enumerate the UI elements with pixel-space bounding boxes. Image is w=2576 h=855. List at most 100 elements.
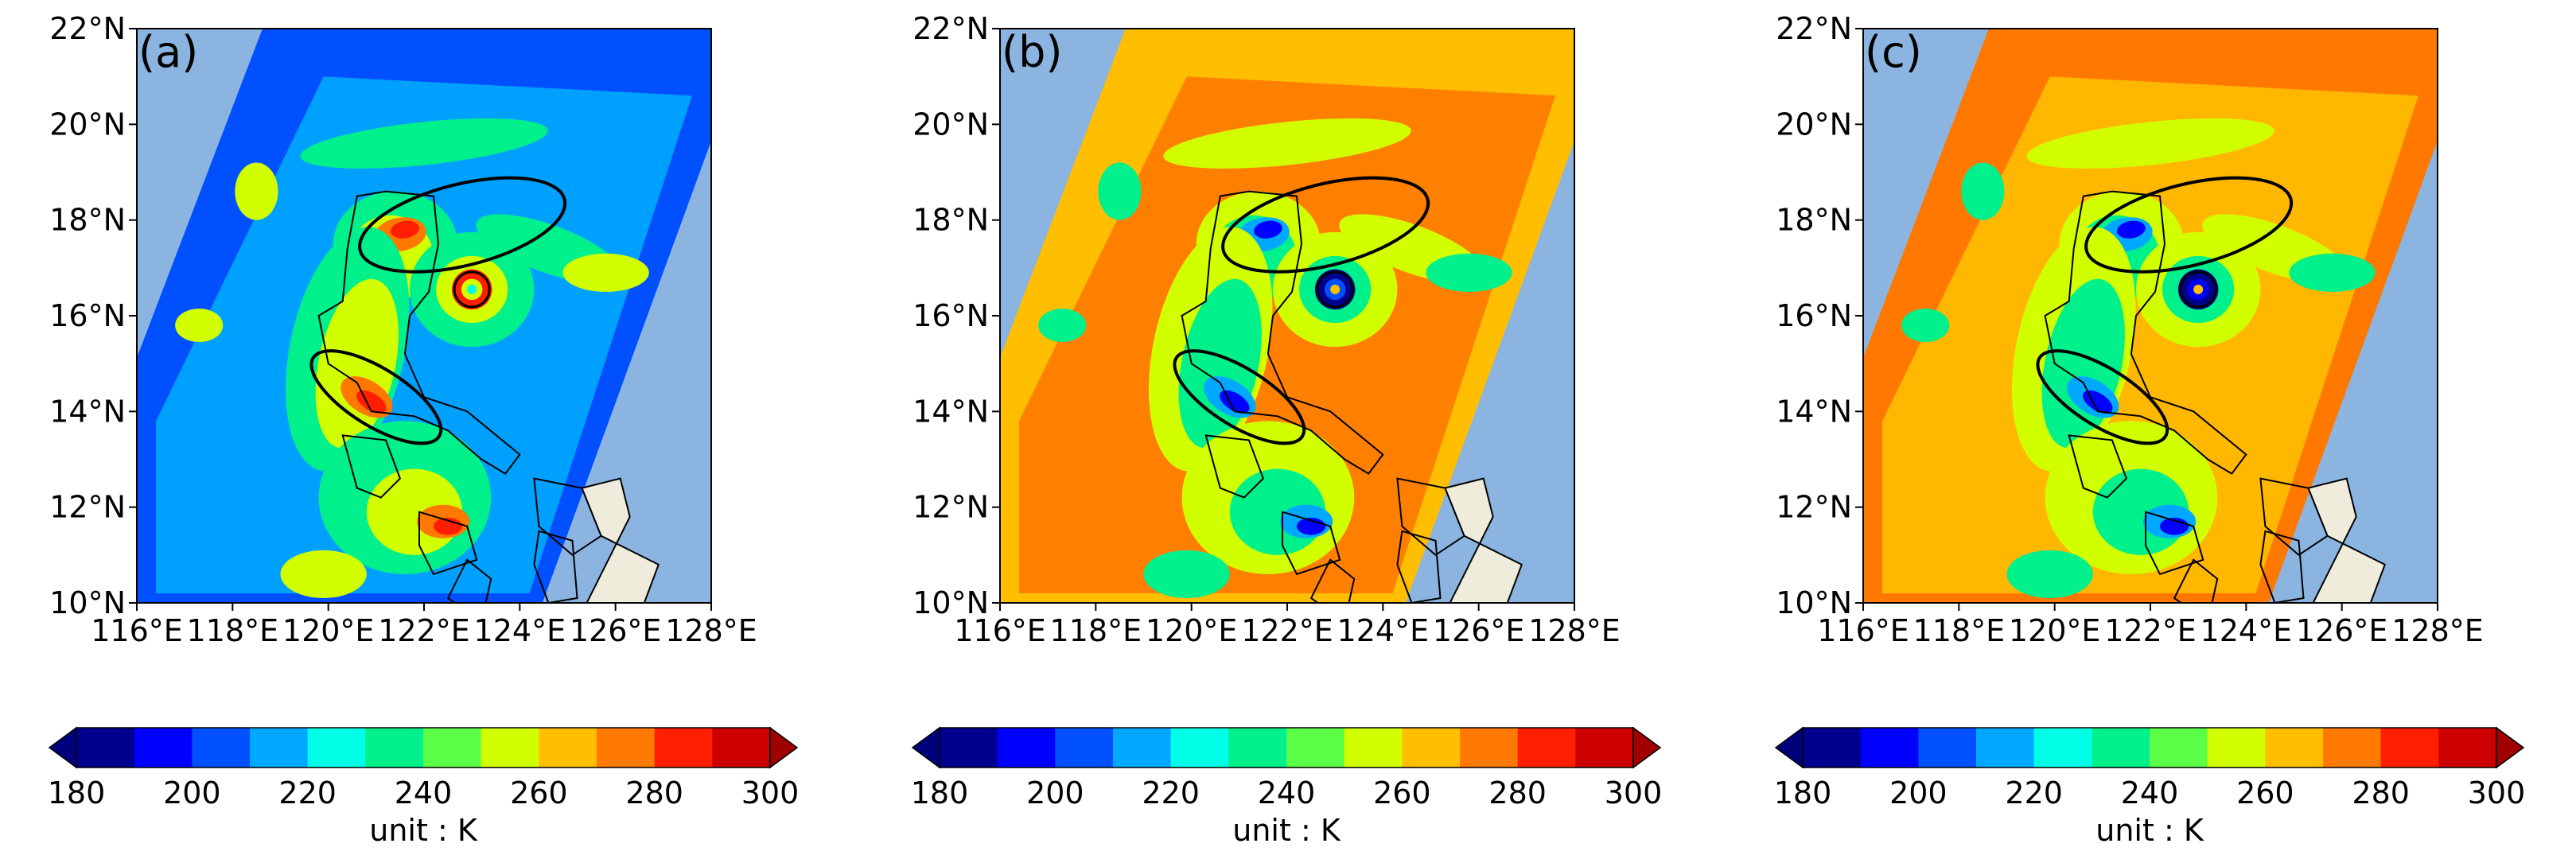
coastline-1 — [2068, 434, 2128, 499]
colorbar-bin — [76, 728, 135, 768]
coastline-1 — [1204, 434, 1265, 499]
cloud-cell-east — [562, 253, 649, 292]
coastlines — [317, 190, 660, 603]
colorbar-bin — [1055, 728, 1114, 768]
north-west-cell — [1098, 162, 1142, 220]
lat-tick-label: 10°N — [49, 585, 126, 620]
colorbar-tick-label: 280 — [2352, 775, 2410, 810]
lon-tick-label: 116°E — [954, 613, 1046, 648]
western-isolated-cell — [175, 308, 224, 343]
coastline-5 — [1396, 530, 1442, 603]
colorbar-bin — [2092, 728, 2150, 768]
land-outside-swath — [581, 477, 660, 603]
colorbar-bin — [712, 728, 771, 768]
colorbar: 180 200 220 240 260 280 300 unit : K — [48, 726, 799, 848]
lon-tick-label: 118°E — [1913, 613, 2006, 648]
colorbar-tick-label: 200 — [163, 775, 221, 810]
western-isolated-cell — [1038, 308, 1087, 343]
coastline-0 — [1181, 190, 1384, 475]
convective-luzon-deep — [2117, 220, 2146, 239]
panel-c: (c) 22°N 20°N 18°N 16°N 14°N 12°N 10°N 116°E 118°… — [1726, 0, 2570, 855]
colorbar: 180 200 220 240 260 280 300 unit : K — [1774, 726, 2525, 848]
north-west-cell — [235, 162, 278, 220]
cloud-cell-east — [2289, 253, 2376, 292]
colorbar-bin — [1460, 728, 1519, 768]
colorbar-bin — [250, 728, 309, 768]
coastline-2 — [1282, 511, 1341, 576]
lat-tick-label: 22°N — [912, 11, 989, 46]
coastline-0 — [2044, 190, 2247, 475]
coastline-4 — [533, 477, 602, 557]
highlight-ellipse-1 — [2084, 176, 2294, 274]
colorbar-tick-label: 200 — [1026, 775, 1084, 810]
colorbar-bin — [1402, 728, 1461, 768]
colorbar-extend-high — [1632, 726, 1662, 769]
colorbar-bin — [365, 728, 424, 768]
highlight-ellipse-2 — [1173, 349, 1306, 445]
lon-tick-label: 120°E — [2009, 613, 2101, 648]
cloud-band-north — [1163, 118, 1411, 169]
colorbar-bin — [2265, 728, 2324, 768]
colorbar-tick-label: 220 — [278, 775, 337, 810]
land-outside-swath — [2307, 477, 2387, 603]
colorbar-tick-label: 260 — [2236, 775, 2294, 810]
coastline-4 — [1396, 477, 1465, 557]
lat-tick-label: 12°N — [912, 490, 989, 525]
colorbar-extend-low — [1774, 726, 1804, 769]
lat-tick-label: 12°N — [1776, 490, 1852, 525]
western-isolated-cell — [1901, 308, 1950, 343]
colorbar-bin — [1228, 728, 1287, 768]
coastline-3 — [446, 558, 492, 603]
convective-luzon-deep — [1254, 220, 1282, 239]
colorbar-tick-label: 240 — [1258, 775, 1316, 810]
colorbar-extend-high — [2496, 726, 2525, 769]
eye-circle — [1316, 270, 1354, 309]
eye-circle — [2179, 270, 2217, 309]
colorbar-bin — [1575, 728, 1634, 768]
swath-interior — [156, 76, 692, 593]
colorbar-bin — [2033, 728, 2092, 768]
colorbar: 180 200 220 240 260 280 300 unit : K — [911, 726, 1662, 848]
colorbar-bin — [192, 728, 251, 768]
lat-tick-label: 12°N — [49, 490, 126, 525]
colorbar-tick-label: 220 — [2005, 775, 2063, 810]
cloud-band-north — [2026, 118, 2274, 169]
lat-tick-label: 20°N — [1776, 107, 1852, 142]
eye — [2193, 284, 2204, 294]
coastline-4 — [2259, 477, 2329, 557]
lat-tick-label: 18°N — [1776, 203, 1852, 238]
colorbar-bin — [307, 728, 366, 768]
eye — [467, 284, 477, 294]
colorbar-bin — [940, 728, 998, 768]
colorbar-frame — [939, 727, 1634, 768]
colorbar-tick-label: 180 — [1774, 775, 1832, 810]
lat-tick-label: 16°N — [49, 298, 126, 333]
coastline-3 — [1309, 558, 1356, 603]
colorbar-bin — [2150, 728, 2208, 768]
lat-tick-label: 22°N — [49, 11, 126, 46]
panel-a: (a) 22°N 20°N 18°N 16°N 14°N 12°N 10°N 116°E 118°… — [0, 0, 843, 855]
north-west-cell — [1961, 162, 2005, 220]
coastline-2 — [2145, 511, 2204, 576]
colorbar-tick-label: 280 — [625, 775, 683, 810]
colorbar-bin — [1918, 728, 1977, 768]
colorbar-frame — [1802, 727, 2497, 768]
highlight-ellipse-1 — [358, 176, 567, 274]
colorbar-bin — [539, 728, 597, 768]
highlight-ellipse-2 — [2036, 349, 2169, 445]
lon-tick-label: 122°E — [1241, 613, 1333, 648]
lat-tick-label: 20°N — [912, 107, 989, 142]
eye — [1330, 284, 1341, 294]
swath-interior — [1019, 76, 1555, 593]
colorbar-bin — [1803, 728, 1862, 768]
lon-tick-label: 116°E — [1817, 613, 1909, 648]
colorbar-tick-label: 180 — [48, 775, 106, 810]
lon-tick-label: 122°E — [2104, 613, 2197, 648]
coastline-2 — [418, 511, 478, 576]
lat-tick-label: 16°N — [912, 298, 989, 333]
colorbar-bin — [2380, 728, 2439, 768]
lat-tick-label: 16°N — [1776, 298, 1852, 333]
colorbar-bin — [2323, 728, 2382, 768]
